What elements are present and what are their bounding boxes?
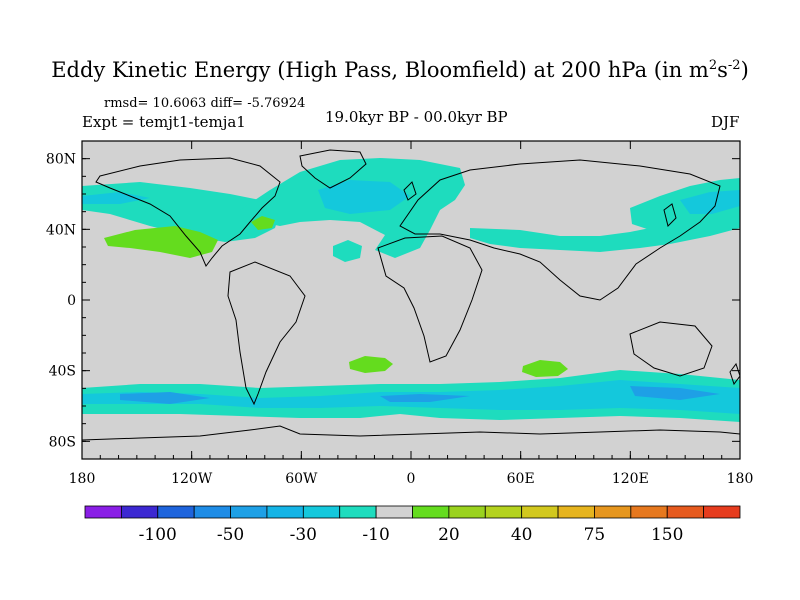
lon-label: 120W: [171, 471, 213, 487]
colorbar-swatch: [339, 505, 377, 519]
lat-label: 0: [67, 293, 76, 309]
lat-label: 80S: [49, 434, 76, 450]
lon-label: 180: [727, 471, 754, 487]
coast-japan: [663, 203, 677, 227]
colorbar-label: 20: [438, 525, 460, 545]
colorbar-swatch: [302, 505, 341, 519]
season-label: DJF: [711, 113, 740, 131]
nh-pacific-positive: [104, 226, 218, 258]
sh-band-core: [120, 386, 720, 404]
colorbar: -100 -50 -30 -10 20 40 75 150: [84, 505, 741, 545]
nh-eurasia-band: [470, 200, 740, 252]
lon-label: 60E: [507, 471, 535, 487]
colorbar-swatch: [484, 505, 523, 519]
colorbar-swatch: [266, 505, 304, 519]
colorbar-swatch: [521, 505, 559, 519]
time-period-label: 19.0kyr BP - 00.0kyr BP: [325, 108, 508, 126]
colorbar-swatch: [412, 505, 450, 519]
colorbar-label: -10: [362, 525, 389, 545]
lat-label: 40S: [49, 364, 76, 380]
nh-pacific-inner: [82, 192, 150, 204]
coast-africa: [377, 235, 483, 363]
colorbar-label: 150: [651, 525, 683, 545]
coast-antarctica: [82, 425, 740, 441]
lat-label: 80N: [46, 152, 76, 168]
nh-east-us-positive: [251, 216, 275, 230]
nh-east-asia-inner: [680, 190, 740, 214]
plot-title: Eddy Kinetic Energy (High Pass, Bloomfie…: [51, 58, 749, 82]
colorbar-label: -50: [217, 525, 244, 545]
contour-fills: [82, 158, 740, 422]
coast-greenland: [299, 149, 367, 189]
lon-label: 120E: [612, 471, 649, 487]
nh-atlantic-inner: [318, 180, 410, 214]
colorbar-swatch: [120, 505, 159, 519]
colorbar-swatch: [630, 505, 668, 519]
rmsd-diff-stats: rmsd= 10.6063 diff= -5.76924: [104, 96, 306, 111]
lon-label: 60W: [285, 471, 318, 487]
lon-label: 180: [69, 471, 96, 487]
colorbar-label: -100: [139, 525, 177, 545]
colorbar-swatch: [84, 505, 122, 519]
colorbar-swatch: [193, 505, 231, 519]
sh-indian-positive: [522, 360, 568, 377]
colorbar-swatch: [557, 505, 595, 519]
nh-mid-atlantic-blob: [333, 240, 362, 262]
colorbar-swatch: [230, 505, 268, 519]
colorbar-swatch: [448, 505, 486, 519]
coast-south-america: [227, 261, 306, 406]
colorbar-swatch: [375, 505, 413, 519]
colorbar-swatch: [594, 505, 632, 519]
sh-atlantic-positive: [349, 356, 393, 373]
colorbar-swatch: [703, 505, 741, 519]
colorbar-label: 75: [584, 525, 606, 545]
coast-new-zealand: [729, 362, 740, 386]
colorbar-label: -30: [290, 525, 317, 545]
axis-ticks: 80N 40N 0 40S 80S 180 120W 60W 0 60E 120E 180: [46, 141, 753, 487]
colorbar-swatch: [157, 505, 195, 519]
coast-australia: [629, 321, 713, 377]
lat-label: 40N: [46, 222, 76, 238]
coast-uk: [403, 181, 417, 201]
experiment-label: Expt = temjt1-temja1: [82, 113, 246, 131]
colorbar-swatch: [666, 505, 705, 519]
colorbar-label: 40: [511, 525, 533, 545]
coast-north-america: [95, 157, 281, 267]
lon-label: 0: [407, 471, 416, 487]
coast-eurasia: [399, 159, 721, 301]
coastlines: [82, 149, 740, 441]
